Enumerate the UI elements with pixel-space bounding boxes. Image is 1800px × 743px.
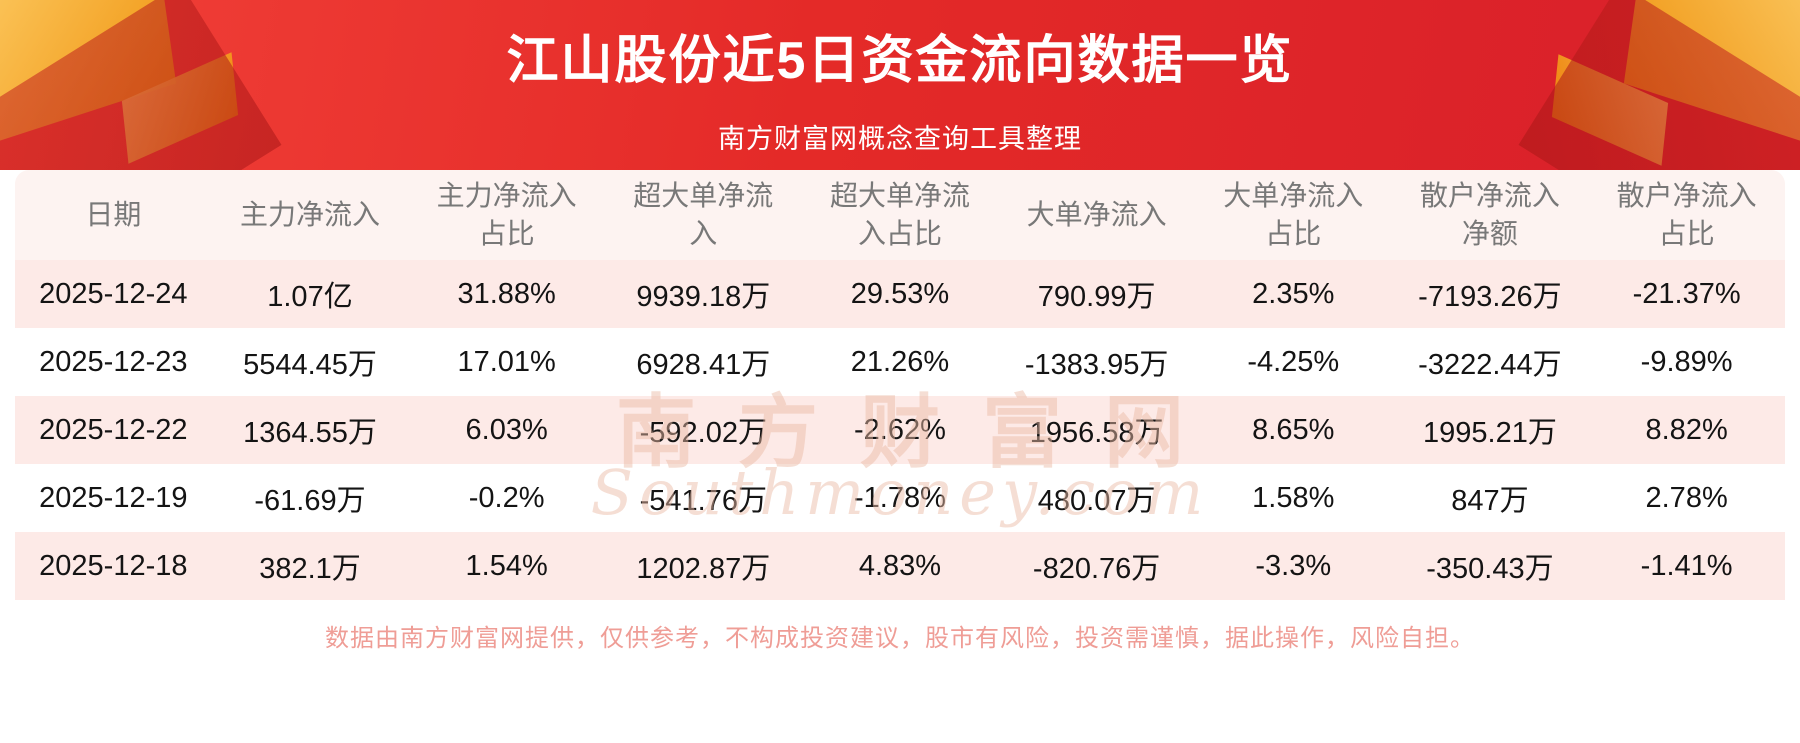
value-cell: -0.2% bbox=[408, 464, 605, 532]
value-cell: -9.89% bbox=[1588, 328, 1785, 396]
value-cell: 1202.87万 bbox=[604, 532, 802, 600]
value-cell: -1.41% bbox=[1588, 532, 1785, 600]
column-header: 主力净流入 bbox=[211, 170, 409, 260]
column-header: 散户净流入净额 bbox=[1391, 170, 1589, 260]
page-subtitle: 南方财富网概念查询工具整理 bbox=[718, 124, 1082, 154]
date-cell: 2025-12-23 bbox=[15, 328, 212, 396]
value-cell: -1.78% bbox=[801, 464, 999, 532]
date-cell: 2025-12-19 bbox=[15, 464, 212, 532]
value-cell: -61.69万 bbox=[211, 464, 409, 532]
top-banner: 江山股份近5日资金流向数据一览 南方财富网概念查询工具整理 bbox=[0, 0, 1800, 170]
value-cell: -4.25% bbox=[1194, 328, 1392, 396]
value-cell: 480.07万 bbox=[998, 464, 1195, 532]
table-row: 2025-12-18 382.1万 1.54% 1202.87万 4.83% -820.7… bbox=[15, 532, 1785, 600]
table-row: 2025-12-19 -61.69万 -0.2% -541.76万 -1.78% 480.… bbox=[15, 464, 1785, 532]
value-cell: 1.07亿 bbox=[211, 260, 409, 328]
column-header: 主力净流入占比 bbox=[408, 170, 605, 260]
value-cell: 790.99万 bbox=[998, 260, 1195, 328]
value-cell: 17.01% bbox=[408, 328, 605, 396]
value-cell: -7193.26万 bbox=[1391, 260, 1589, 328]
value-cell: 6928.41万 bbox=[604, 328, 802, 396]
fund-flow-table: 日期 主力净流入 主力净流入占比 超大单净流入 超大单净流入占比 大单净流入 大单净流入占比… bbox=[15, 170, 1785, 600]
column-header: 超大单净流入 bbox=[604, 170, 802, 260]
value-cell: -3222.44万 bbox=[1391, 328, 1589, 396]
value-cell: 21.26% bbox=[801, 328, 999, 396]
value-cell: 4.83% bbox=[801, 532, 999, 600]
table-row: 2025-12-22 1364.55万 6.03% -592.02万 -2.62% 195… bbox=[15, 396, 1785, 464]
value-cell: -2.62% bbox=[801, 396, 999, 464]
value-cell: -1383.95万 bbox=[998, 328, 1195, 396]
value-cell: 1364.55万 bbox=[211, 396, 409, 464]
table-row: 2025-12-23 5544.45万 17.01% 6928.41万 21.26% -1… bbox=[15, 328, 1785, 396]
date-cell: 2025-12-22 bbox=[15, 396, 212, 464]
value-cell: 1956.58万 bbox=[998, 396, 1195, 464]
value-cell: -350.43万 bbox=[1391, 532, 1589, 600]
value-cell: 2.78% bbox=[1588, 464, 1785, 532]
column-header: 超大单净流入占比 bbox=[801, 170, 999, 260]
value-cell: 29.53% bbox=[801, 260, 999, 328]
value-cell: 847万 bbox=[1391, 464, 1589, 532]
value-cell: -541.76万 bbox=[604, 464, 802, 532]
value-cell: 382.1万 bbox=[211, 532, 409, 600]
date-cell: 2025-12-24 bbox=[15, 260, 212, 328]
value-cell: 1.58% bbox=[1194, 464, 1392, 532]
page-title: 江山股份近5日资金流向数据一览 bbox=[506, 32, 1294, 90]
column-header: 散户净流入占比 bbox=[1588, 170, 1785, 260]
table-body: 2025-12-24 1.07亿 31.88% 9939.18万 29.53% 790.9… bbox=[15, 260, 1785, 600]
value-cell: 2.35% bbox=[1194, 260, 1392, 328]
table-row: 2025-12-24 1.07亿 31.88% 9939.18万 29.53% 790.9… bbox=[15, 260, 1785, 328]
value-cell: 8.65% bbox=[1194, 396, 1392, 464]
value-cell: -592.02万 bbox=[604, 396, 802, 464]
table-section: 日期 主力净流入 主力净流入占比 超大单净流入 超大单净流入占比 大单净流入 大单净流入占比… bbox=[0, 170, 1800, 743]
value-cell: 1.54% bbox=[408, 532, 605, 600]
table-header-row: 日期 主力净流入 主力净流入占比 超大单净流入 超大单净流入占比 大单净流入 大单净流入占比… bbox=[15, 170, 1785, 260]
column-header: 日期 bbox=[15, 170, 212, 260]
date-cell: 2025-12-18 bbox=[15, 532, 212, 600]
table-wrapper: 日期 主力净流入 主力净流入占比 超大单净流入 超大单净流入占比 大单净流入 大单净流入占比… bbox=[15, 170, 1785, 600]
column-header: 大单净流入 bbox=[998, 170, 1195, 260]
disclaimer-text: 数据由南方财富网提供，仅供参考，不构成投资建议，股市有风险，投资需谨慎，据此操作… bbox=[325, 625, 1475, 652]
value-cell: 31.88% bbox=[408, 260, 605, 328]
value-cell: -3.3% bbox=[1194, 532, 1392, 600]
value-cell: 5544.45万 bbox=[211, 328, 409, 396]
value-cell: 1995.21万 bbox=[1391, 396, 1589, 464]
table-head: 日期 主力净流入 主力净流入占比 超大单净流入 超大单净流入占比 大单净流入 大单净流入占比… bbox=[15, 170, 1785, 260]
column-header: 大单净流入占比 bbox=[1194, 170, 1392, 260]
value-cell: 8.82% bbox=[1588, 396, 1785, 464]
value-cell: 9939.18万 bbox=[604, 260, 802, 328]
value-cell: 6.03% bbox=[408, 396, 605, 464]
value-cell: -21.37% bbox=[1588, 260, 1785, 328]
value-cell: -820.76万 bbox=[998, 532, 1195, 600]
